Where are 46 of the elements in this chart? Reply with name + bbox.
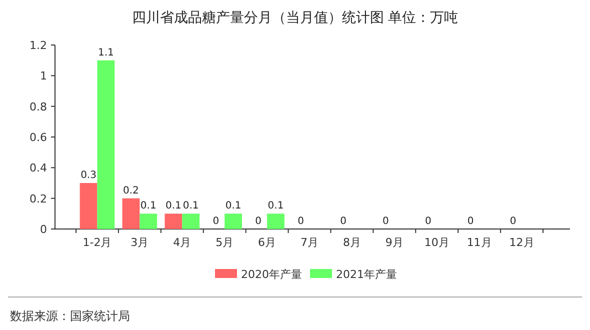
bar <box>224 214 242 229</box>
data-label: 0 <box>467 216 474 227</box>
bar <box>140 214 158 229</box>
data-label: 0.2 <box>123 185 139 196</box>
data-label: 0.1 <box>165 200 182 212</box>
data-label: 0 <box>340 216 346 227</box>
x-tick-label: 7月 <box>300 236 318 249</box>
bar <box>97 60 115 229</box>
x-tick-label: 10月 <box>424 236 450 249</box>
data-label: 0.1 <box>225 200 242 212</box>
x-tick-label: 6月 <box>258 236 276 249</box>
x-tick-label: 1-2月 <box>82 236 112 249</box>
x-tick-label: 3月 <box>130 236 149 249</box>
data-label: 0 <box>382 216 389 227</box>
y-tick-label: 0.4 <box>30 162 47 175</box>
data-label: 1.1 <box>98 47 114 58</box>
x-tick-label: 12月 <box>509 236 534 249</box>
title: 四川省成品糖产量分月（当月值）统计图 单位：万吨 <box>132 10 458 26</box>
data-label: 0.3 <box>80 170 96 181</box>
data-label: 0 <box>510 216 516 227</box>
data-label: 0.1 <box>182 200 199 212</box>
y-tick-label: 1 <box>40 70 47 83</box>
legend-label: 2020年产量 <box>241 268 302 281</box>
x-tick-label: 4月 <box>173 236 192 249</box>
y-tick-label: 0.6 <box>30 131 47 144</box>
x-tick-label: 9月 <box>385 236 404 249</box>
data-label: 0 <box>424 216 432 227</box>
y-tick-label: 0.2 <box>30 192 47 206</box>
data-label: 0 <box>255 216 262 227</box>
data-label: 0.1 <box>140 200 156 212</box>
y-tick-label: 0.8 <box>30 100 47 114</box>
data-label: 0 <box>212 216 220 227</box>
legend-label: 2021年产量 <box>336 268 397 281</box>
bar <box>182 214 200 229</box>
x-tick-label: 11月 <box>466 236 492 249</box>
y-tick-label: 0 <box>40 223 47 236</box>
bar <box>267 214 284 229</box>
x-tick-label: 8月 <box>342 236 361 249</box>
bar <box>122 198 140 229</box>
data-label: 0.1 <box>268 200 284 212</box>
source-note: 数据来源：国家统计局 <box>10 309 130 323</box>
bar <box>80 183 98 229</box>
bar <box>164 214 182 229</box>
data-label: 0 <box>298 216 304 227</box>
y-tick-label: 1.2 <box>30 39 47 52</box>
x-tick-label: 5月 <box>216 236 234 249</box>
